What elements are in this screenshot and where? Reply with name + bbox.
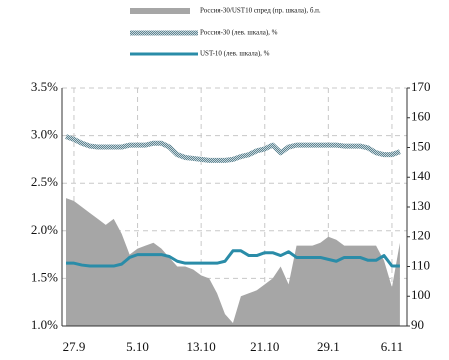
x-tick-label: 5.10 [126,339,149,354]
y2-tick-label: 130 [411,198,431,213]
line [65,134,401,163]
y-tick-label: 2.5% [31,174,58,189]
legend: Россия-30/UST10 спред (пр. шкала), б.п. … [130,7,321,58]
legend-swatch [130,8,190,14]
legend-label: UST-10 (лев. шкала), % [200,50,270,58]
y-tick-label: 3.5% [31,79,58,94]
area [66,198,400,326]
legend-label: Россия-30/UST10 спред (пр. шкала), б.п. [200,7,321,15]
y-tick-label: 3.0% [31,127,58,142]
y2-tick-label: 110 [411,257,430,272]
legend-label: Россия-30 (лев. шкала), % [200,29,278,37]
x-tick-label: 13.10 [187,339,216,354]
y2-tick-label: 160 [411,109,431,124]
y2-tick-label: 170 [411,79,431,94]
x-tick-label: 29.1 [317,339,340,354]
x-tick-label: 6.11 [381,339,403,354]
y-tick-label: 1.5% [31,269,58,284]
y2-tick-label: 120 [411,228,431,243]
y2-tick-label: 150 [411,138,431,153]
y2-tick-label: 100 [411,287,431,302]
y-tick-label: 2.0% [31,222,58,237]
y2-tick-label: 90 [411,317,424,332]
x-tick-label: 21.10 [250,339,279,354]
line [66,249,400,268]
y-tick-label: 1.0% [31,317,58,332]
y2-tick-label: 140 [411,168,431,183]
x-tick-label: 27.9 [63,339,86,354]
